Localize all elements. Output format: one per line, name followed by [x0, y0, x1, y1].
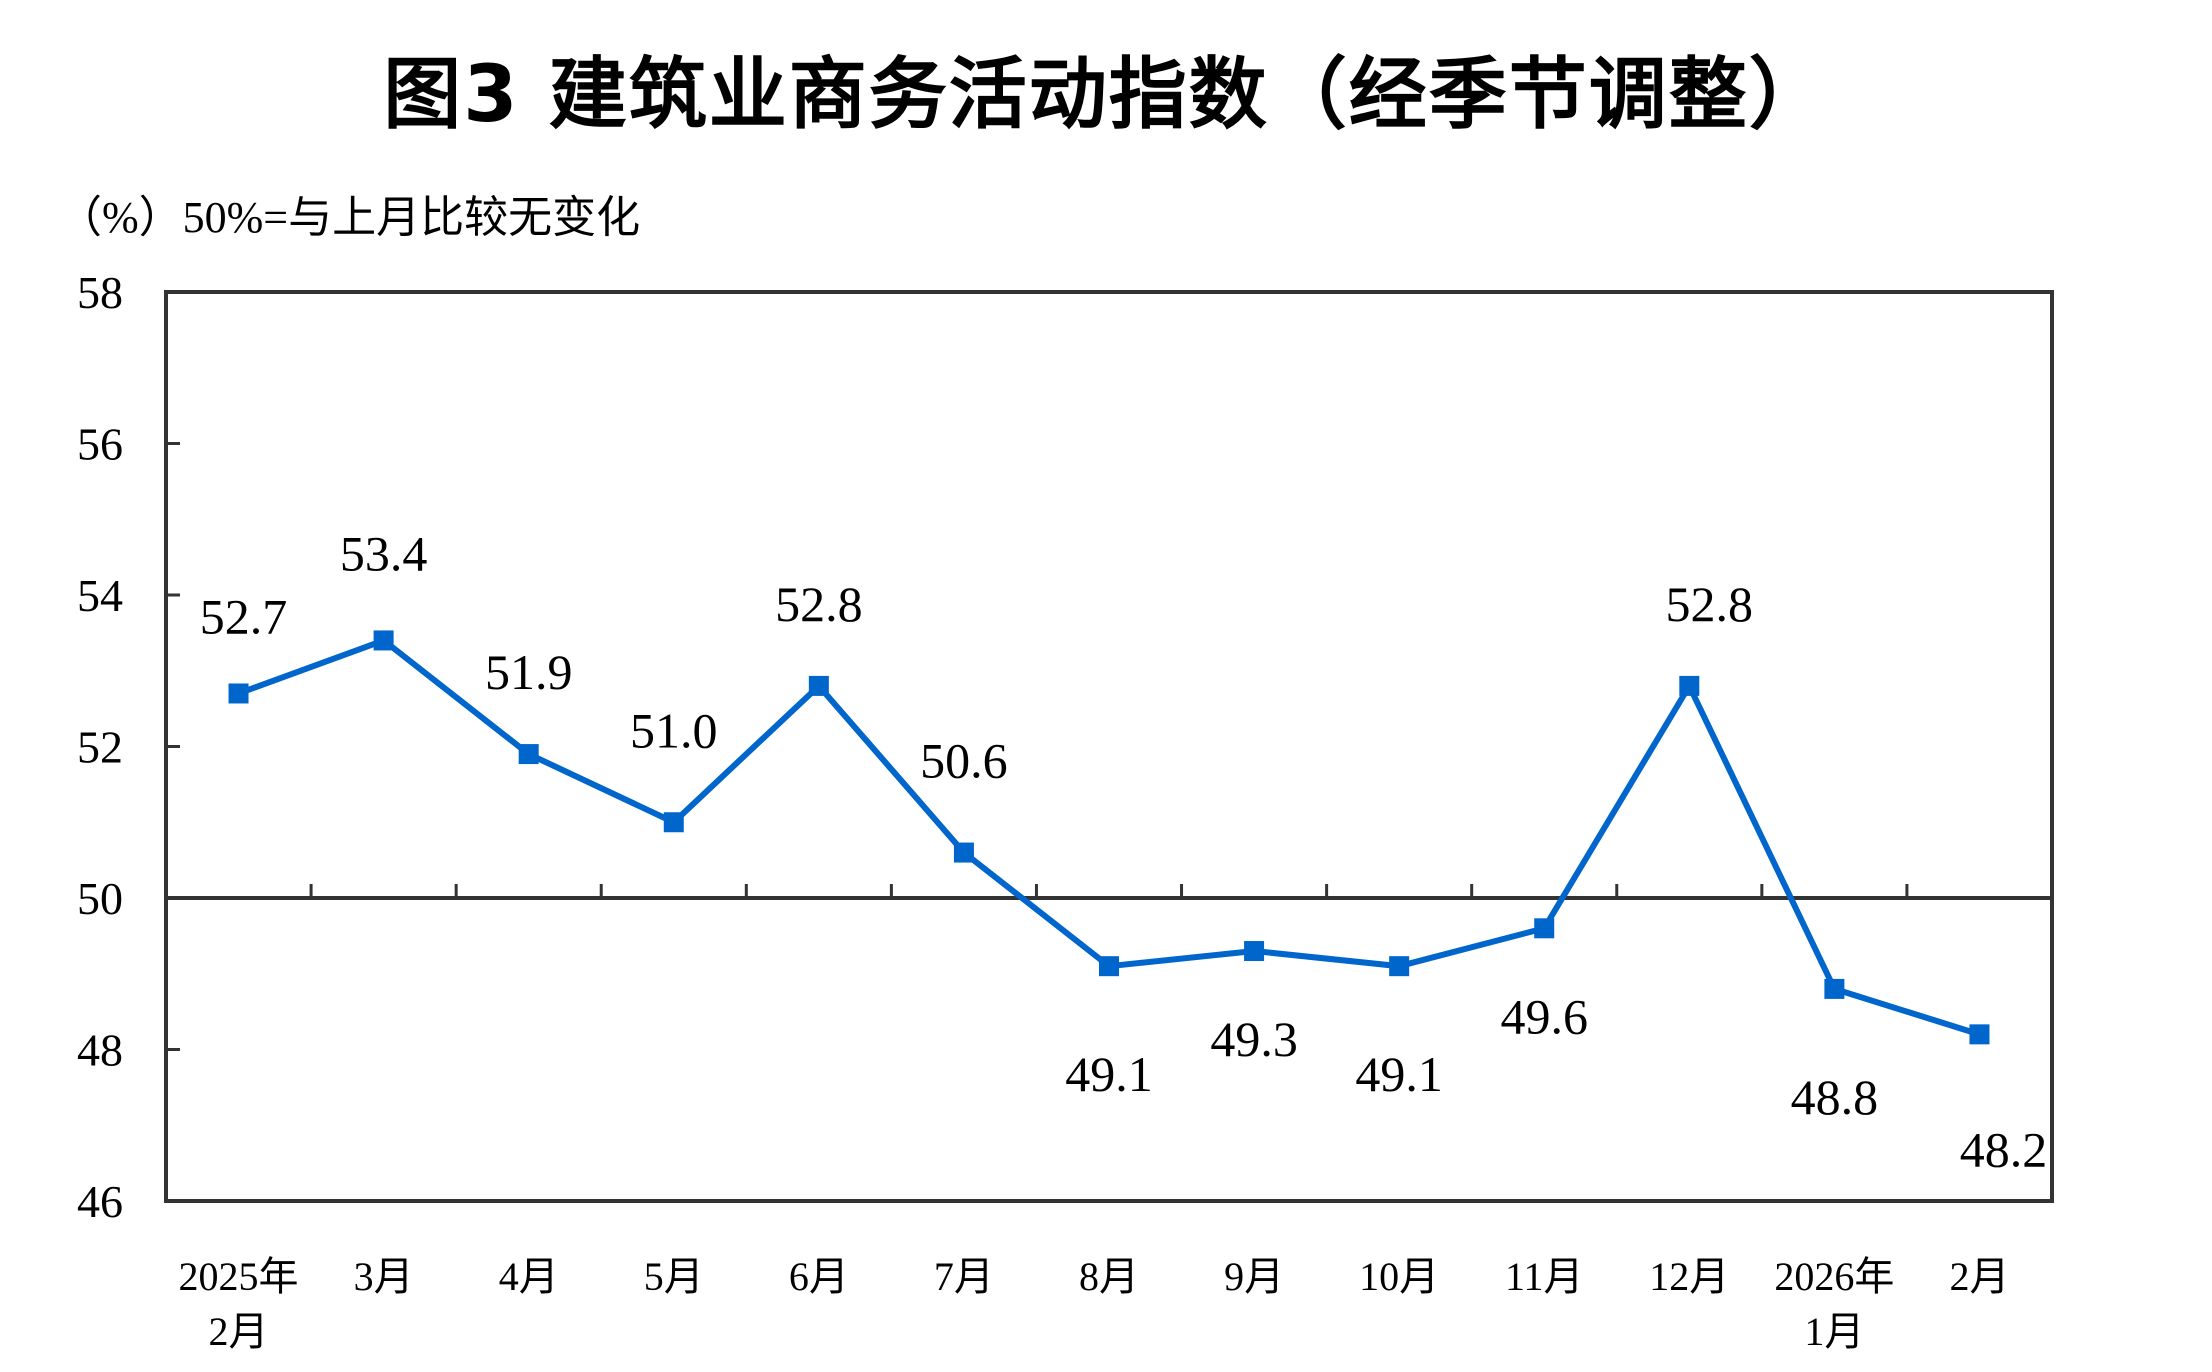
data-label: 52.8: [1666, 576, 1754, 632]
plot-area-frame: [164, 290, 2054, 1203]
x-tick-label: 10月: [1359, 1254, 1439, 1299]
y-tick-label: 46: [77, 1176, 123, 1227]
x-tick-label: 11月: [1505, 1254, 1584, 1299]
data-label: 49.1: [1065, 1046, 1153, 1102]
data-point-marker: [228, 683, 249, 704]
x-tick-label: 2月: [209, 1309, 269, 1354]
data-point-marker: [1679, 675, 1700, 696]
data-label: 49.1: [1355, 1046, 1443, 1102]
series-markers: [228, 630, 1990, 1045]
x-tick-label: 3月: [354, 1254, 414, 1299]
data-point-marker: [1244, 941, 1265, 962]
x-tick-label: 1月: [1804, 1309, 1864, 1354]
axis-ticks: [166, 442, 1909, 1051]
data-label: 52.7: [200, 588, 288, 644]
y-tick-label: 50: [77, 873, 123, 924]
y-tick-label: 52: [77, 722, 123, 773]
data-point-marker: [1389, 956, 1410, 977]
data-label: 51.9: [485, 644, 573, 700]
x-tick-label: 2025年: [179, 1254, 299, 1299]
y-tick-label: 56: [77, 419, 123, 470]
data-point-marker: [518, 744, 539, 765]
data-labels: 52.7 53.4 51.9 51.0 52.8 50.6 49.1 49.3 49.1 49.6…: [200, 525, 2047, 1177]
x-tick-label: 2026年: [1774, 1254, 1894, 1299]
x-tick-label: 12月: [1649, 1254, 1729, 1299]
data-point-marker: [953, 842, 974, 863]
y-tick-label: 48: [77, 1025, 123, 1076]
data-label: 48.2: [1960, 1121, 2048, 1177]
x-tick-label: 4月: [499, 1254, 559, 1299]
data-point-marker: [1824, 978, 1845, 999]
x-tick-label: 7月: [934, 1254, 994, 1299]
data-label: 48.8: [1791, 1069, 1879, 1125]
data-point-marker: [1969, 1024, 1990, 1045]
data-label: 53.4: [340, 525, 428, 581]
x-tick-label: 9月: [1224, 1254, 1284, 1299]
data-label: 49.3: [1210, 1011, 1298, 1067]
data-point-marker: [1099, 956, 1119, 977]
data-label: 52.8: [775, 576, 863, 632]
x-tick-label: 6月: [789, 1254, 849, 1299]
x-tick-label: 5月: [644, 1254, 704, 1299]
chart-title: 图3 建筑业商务活动指数（经季节调整）: [383, 50, 1829, 140]
data-label: 50.6: [920, 733, 1008, 789]
x-tick-label: 2月: [1949, 1254, 2009, 1299]
data-label: 49.6: [1500, 988, 1588, 1044]
data-point-marker: [373, 630, 394, 651]
x-tick-label: 8月: [1079, 1254, 1139, 1299]
x-axis-tick-labels: 2025年 2月 3月 4月 5月 6月 7月 8月 9月 10月 11月 12月 2026年 1月 2月: [179, 1254, 2010, 1354]
data-point-marker: [808, 675, 829, 696]
y-tick-label: 54: [77, 570, 123, 621]
data-point-marker: [663, 812, 684, 833]
data-label: 51.0: [630, 702, 718, 758]
chart-subtitle: （%）50%=与上月比较无变化: [58, 193, 641, 242]
y-tick-label: 58: [77, 267, 123, 318]
y-axis-tick-labels: 46 48 50 52 54 56 58: [77, 267, 123, 1227]
data-point-marker: [1534, 918, 1555, 939]
